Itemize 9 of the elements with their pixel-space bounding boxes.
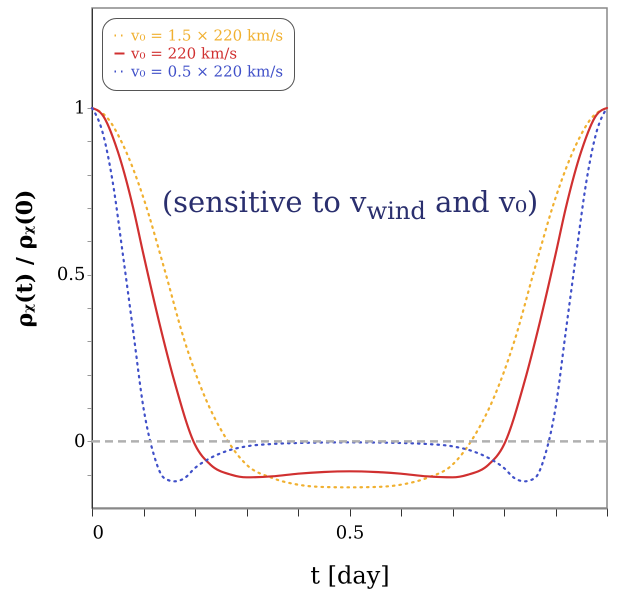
y-tick-label: 0	[74, 430, 86, 452]
x-axis-title: t [day]	[310, 562, 390, 590]
legend-label: v₀ = 220 km/s	[130, 44, 238, 62]
annotation: (sensitive to v$_{wind}$ and v₀)	[160, 185, 540, 225]
legend-label: v₀ = 0.5 × 220 km/s	[130, 62, 284, 80]
y-tick-label: 0.5	[56, 264, 86, 286]
legend-label: v₀ = 1.5 × 220 km/s	[130, 26, 284, 44]
y-axis-title: ρᵪ(t) / ρᵪ(0)	[12, 190, 38, 328]
y-tick-label: 1	[74, 98, 86, 118]
